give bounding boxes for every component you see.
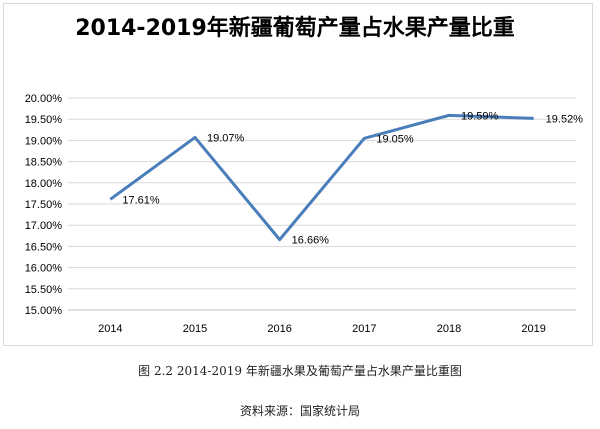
y-tick-label: 17.50% — [25, 199, 63, 211]
data-label: 19.07% — [207, 132, 245, 144]
line-chart: 15.00% 15.50% 16.00% 16.50% 17.00% 17.50% 18.0… — [25, 93, 584, 335]
y-tick-labels: 15.00% 15.50% 16.00% 16.50% 17.00% 17.50% 18.0… — [25, 93, 63, 317]
data-label: 19.59% — [461, 110, 499, 122]
data-label: 19.05% — [376, 133, 414, 145]
x-tick-label: 2019 — [521, 323, 545, 335]
x-tick-label: 2015 — [183, 323, 207, 335]
x-tick-label: 2018 — [437, 323, 461, 335]
y-tick-label: 18.50% — [25, 157, 63, 169]
data-labels: 17.61% 19.07% 16.66% 19.05% 19.59% 19.52% — [122, 110, 583, 246]
y-tick-label: 16.50% — [25, 241, 63, 253]
y-tick-label: 15.50% — [25, 284, 63, 296]
y-tick-label: 19.00% — [25, 135, 63, 147]
y-tick-label: 15.00% — [25, 305, 63, 317]
data-label: 19.52% — [546, 113, 584, 125]
y-tick-label: 19.50% — [25, 114, 63, 126]
data-label: 16.66% — [292, 235, 330, 247]
x-tick-label: 2016 — [267, 323, 291, 335]
y-tick-label: 16.00% — [25, 263, 63, 275]
gridlines — [68, 97, 576, 290]
figure-source: 资料来源：国家统计局 — [239, 404, 360, 418]
series — [109, 113, 534, 242]
y-tick-label: 20.00% — [25, 93, 63, 105]
chart-title: 2014-2019年新疆葡萄产量占水果产量比重 — [75, 16, 515, 41]
series-line — [109, 113, 534, 242]
figure-caption: 图 2.2 2014-2019 年新疆水果及葡萄产量占水果产量比重图 — [138, 364, 462, 378]
y-tick-label: 18.00% — [25, 178, 63, 190]
x-tick-label: 2014 — [98, 323, 122, 335]
x-tick-label: 2017 — [352, 323, 376, 335]
y-tick-label: 17.00% — [25, 220, 63, 232]
data-label: 17.61% — [122, 194, 160, 206]
x-tick-labels: 2014 2015 2016 2017 2018 2019 — [98, 323, 546, 335]
